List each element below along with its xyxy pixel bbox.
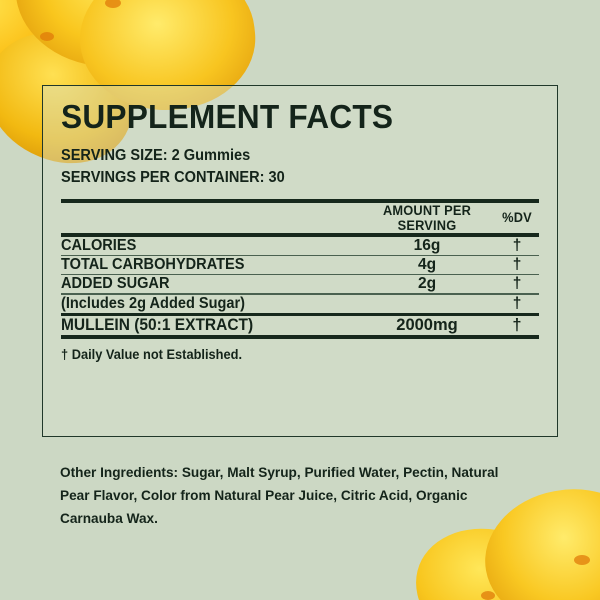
row-name: CALORIES — [61, 236, 137, 254]
flower-center — [574, 555, 590, 565]
row-name: (Includes 2g Added Sugar) — [61, 294, 246, 312]
table-row: TOTAL CARBOHYDRATES 4g † — [61, 256, 541, 274]
servings-per-container: SERVINGS PER CONTAINER: 30 — [61, 169, 285, 187]
highlight-bottom-rule — [61, 335, 539, 339]
row-name: TOTAL CARBOHYDRATES — [61, 256, 245, 274]
facts-rows-table: (Includes 2g Added Sugar) † — [61, 295, 541, 313]
row-divider — [61, 293, 539, 295]
row-amount: 4g — [417, 256, 437, 274]
table-top-rule — [61, 198, 539, 203]
flower-center — [481, 591, 495, 600]
highlight-row-table: MULLEIN (50:1 EXTRACT) 2000mg † — [61, 316, 541, 335]
row-name: MULLEIN (50:1 EXTRACT) — [61, 316, 254, 335]
row-name: ADDED SUGAR — [61, 275, 170, 293]
serving-size-label: SERVING SIZE: — [61, 147, 168, 164]
table-row: (Includes 2g Added Sugar) † — [61, 295, 541, 313]
facts-rows-table: CALORIES 16g † — [61, 237, 541, 255]
table-row-highlight: MULLEIN (50:1 EXTRACT) 2000mg † — [61, 316, 541, 335]
row-amount: 2000mg — [396, 316, 458, 335]
flower-petal — [2, 0, 193, 81]
row-dv: † — [512, 294, 522, 312]
facts-table: AMOUNT PER SERVING %DV — [61, 203, 541, 233]
row-divider — [61, 274, 539, 276]
facts-rows-table: ADDED SUGAR 2g † — [61, 275, 541, 293]
facts-rows-table: TOTAL CARBOHYDRATES 4g † — [61, 256, 541, 274]
header-amount-per-serving: AMOUNT PER SERVING — [382, 202, 472, 233]
table-row: ADDED SUGAR 2g † — [61, 275, 541, 293]
other-ingredients: Other Ingredients: Sugar, Malt Syrup, Pu… — [60, 465, 499, 527]
table-row: CALORIES 16g † — [61, 237, 541, 255]
serving-size-value: 2 Gummies — [171, 147, 251, 164]
row-dv: † — [512, 236, 522, 254]
header-name — [69, 203, 354, 233]
row-dv: † — [512, 256, 522, 274]
page-title: SUPPLEMENT FACTS — [61, 98, 394, 135]
row-amount — [361, 295, 493, 313]
supplement-facts-panel: SUPPLEMENT FACTS SERVING SIZE: 2 Gummies… — [42, 85, 558, 437]
row-amount: 2g — [417, 275, 437, 293]
row-amount: 16g — [413, 236, 441, 254]
serving-size-line: SERVING SIZE: 2 Gummies — [61, 145, 510, 167]
row-dv: † — [512, 275, 522, 293]
footnote-daily-value: † Daily Value not Established. — [61, 346, 243, 362]
flower-petal — [394, 564, 556, 600]
header-bottom-rule — [61, 232, 539, 237]
flower-center — [40, 32, 54, 41]
flower-center — [105, 0, 121, 8]
table-header-row: AMOUNT PER SERVING %DV — [61, 203, 541, 233]
row-divider — [61, 254, 539, 257]
highlight-top-rule — [61, 312, 539, 317]
row-dv: † — [512, 316, 522, 335]
flower-petal — [521, 529, 600, 600]
header-percent-dv: %DV — [502, 210, 532, 226]
